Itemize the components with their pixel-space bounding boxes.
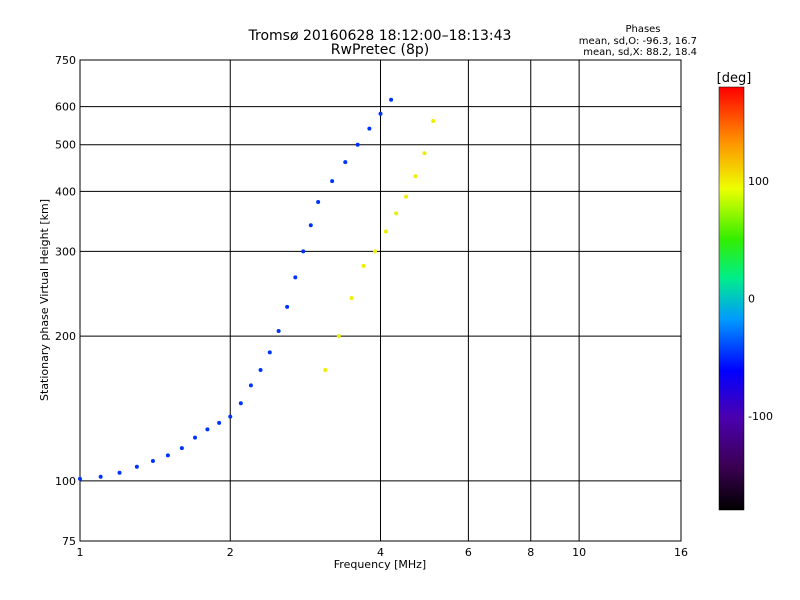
colorbar-tick-label: -100	[748, 410, 773, 423]
colorbar-ticks: 100 0 -100	[748, 175, 773, 423]
data-point	[276, 328, 281, 333]
y-tick-label: 400	[55, 185, 76, 198]
data-point	[355, 142, 360, 147]
data-point	[378, 111, 383, 116]
y-tick-label: 75	[62, 535, 76, 548]
data-point	[238, 401, 243, 406]
data-point	[367, 126, 372, 131]
data-point	[316, 200, 321, 205]
data-point	[422, 151, 427, 156]
phases-line-x: mean, sd,X: 88.2, 18.4	[583, 47, 697, 58]
data-point	[361, 263, 366, 268]
data-point	[217, 420, 222, 425]
data-point	[431, 119, 436, 124]
x-tick-label: 2	[227, 546, 234, 559]
x-tick-label: 1	[77, 546, 84, 559]
data-point	[267, 350, 272, 355]
data-point	[193, 435, 198, 440]
y-tick-label: 750	[55, 54, 76, 67]
colorbar-tick-label: 0	[748, 293, 755, 306]
data-point	[117, 470, 122, 475]
chart-title: Tromsø 20160628 18:12:00–18:13:43	[248, 28, 512, 44]
data-point	[285, 304, 290, 309]
data-point	[150, 458, 155, 463]
data-point	[293, 275, 298, 280]
x-tick-label: 16	[674, 546, 688, 559]
data-point	[301, 249, 306, 254]
data-point	[228, 414, 233, 419]
data-point	[413, 174, 418, 179]
colorbar	[718, 86, 745, 511]
data-point	[248, 383, 253, 388]
x-tick-label: 8	[527, 546, 534, 559]
y-tick-label: 600	[55, 101, 76, 114]
data-point	[404, 194, 409, 199]
data-point	[343, 160, 348, 165]
data-points	[78, 97, 436, 481]
x-tick-label: 4	[377, 546, 384, 559]
data-point	[134, 464, 139, 469]
colorbar-label: [deg]	[717, 71, 752, 86]
x-axis-label: Frequency [MHz]	[334, 558, 426, 571]
data-point	[383, 229, 388, 234]
data-point	[308, 223, 313, 228]
data-point	[336, 334, 341, 339]
phases-line-o: mean, sd,O: -96.3, 16.7	[579, 36, 697, 47]
x-tick-label: 6	[465, 546, 472, 559]
data-point	[389, 97, 394, 102]
y-tick-label: 300	[55, 245, 76, 258]
x-tick-label: 10	[572, 546, 586, 559]
axis-ticks: 1 2 4 6 8 10 16 75 100 200 300 400 500 600 750	[55, 54, 688, 559]
data-point	[205, 427, 210, 432]
data-point	[179, 446, 184, 451]
data-point	[349, 296, 354, 301]
y-tick-label: 100	[55, 475, 76, 488]
data-point	[330, 179, 335, 184]
data-point	[258, 368, 263, 373]
y-tick-label: 500	[55, 139, 76, 152]
data-point	[373, 249, 378, 254]
colorbar-tick-label: 100	[748, 175, 769, 188]
data-point	[78, 476, 82, 481]
data-point	[323, 368, 328, 373]
data-point	[165, 453, 170, 458]
y-axis-label: Stationary phase Virtual Height [km]	[38, 199, 51, 401]
data-point	[98, 474, 103, 479]
y-tick-label: 200	[55, 330, 76, 343]
grid	[80, 60, 681, 541]
chart-subtitle: RwPretec (8p)	[331, 42, 429, 58]
phases-title: Phases	[625, 24, 660, 35]
data-point	[394, 211, 399, 216]
